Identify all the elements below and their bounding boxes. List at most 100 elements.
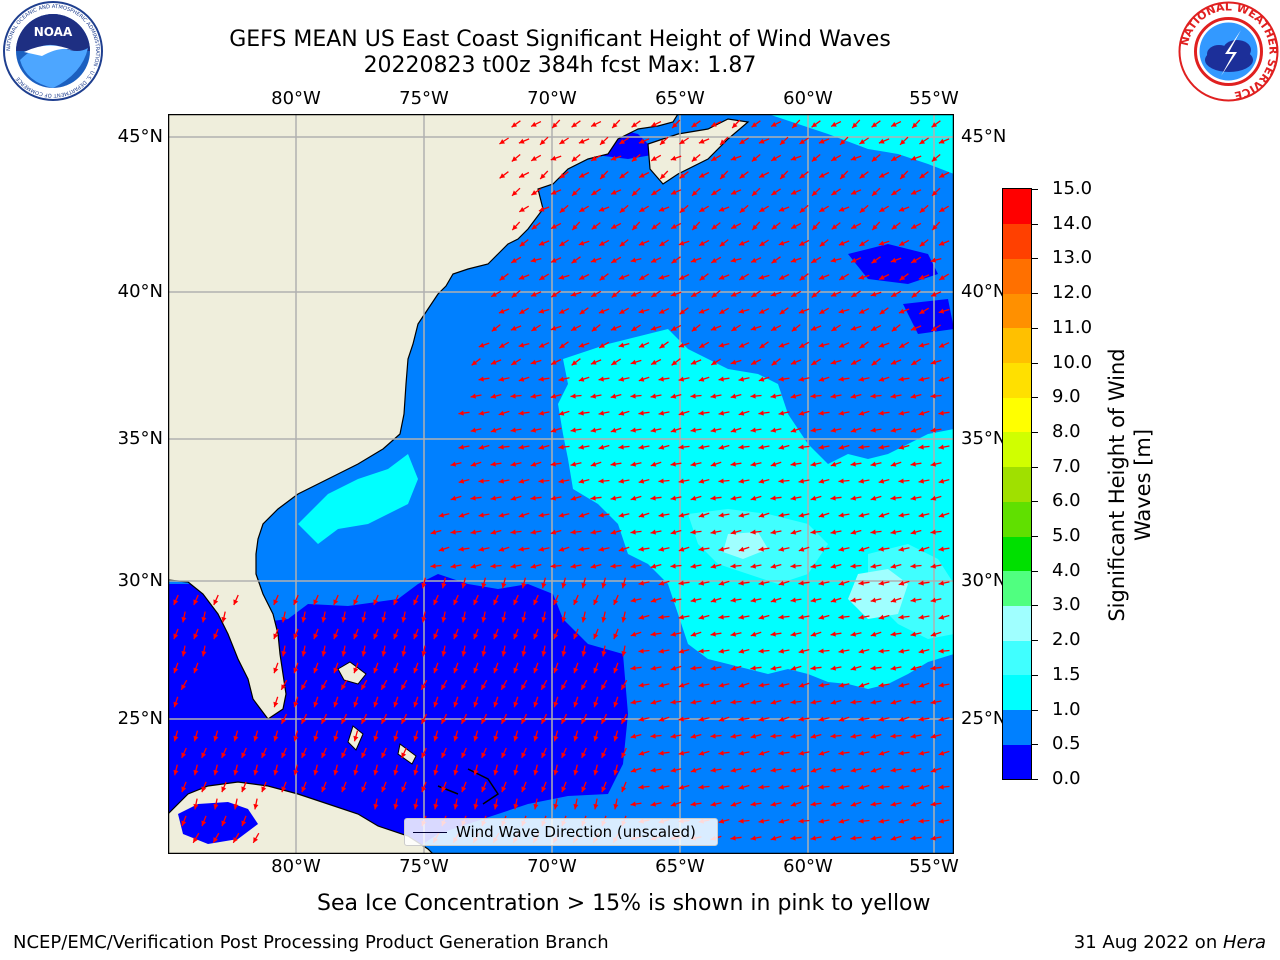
wave-direction-arrowhead [510,461,517,467]
wave-direction-arrowhead [293,701,299,708]
wave-direction-arrowhead [718,274,725,280]
wave-direction-arrowhead [671,325,677,331]
wind-wave-direction-arrows [173,119,950,844]
lat-tick-right: 45°N [961,126,1007,147]
wave-direction-arrowhead [619,139,625,144]
wave-direction-arrowhead [850,597,856,603]
wave-direction-arrowhead [871,360,878,366]
wave-direction-arrowhead [293,633,299,640]
colorbar-tick-mark [1032,536,1038,538]
wave-direction-arrowhead [551,223,557,229]
wave-direction-arrowhead [213,769,219,776]
wave-direction-arrowhead [581,718,587,724]
wave-direction-arrowhead [938,240,945,246]
wave-direction-arrowhead [639,207,645,212]
wave-direction-arrowhead [778,580,785,586]
wave-direction-arrowhead [710,665,717,671]
wave-direction-arrowhead [590,427,597,433]
wave-direction-arrowhead [698,478,705,484]
wave-direction-arrowhead [692,190,698,196]
wave-direction-arrowhead [630,393,636,399]
wave-direction-arrowhead [421,752,427,758]
wave-direction-arrowhead [618,342,625,348]
wave-direction-arrowhead [938,818,944,824]
wave-direction-arrowhead [470,529,476,535]
wave-direction-arrowhead [540,139,546,145]
wave-direction-arrowhead [738,648,745,654]
wave-direction-arrowhead [513,803,519,810]
wave-direction-arrowhead [718,546,725,552]
wave-direction-arrowhead [193,599,199,605]
wave-direction-arrowhead [730,801,737,807]
wave-direction-arrowhead [778,444,785,450]
wave-direction-arrowhead [650,563,657,569]
wave-direction-arrowhead [658,648,664,654]
wave-direction-arrowhead [253,769,259,776]
wave-direction-arrowhead [691,122,698,128]
wave-direction-arrowhead [540,173,546,179]
wave-direction-arrowhead [870,529,876,535]
wave-direction-arrowhead [650,699,657,705]
colorbar-segment [1003,189,1031,225]
colorbar-tick-mark [1032,362,1038,364]
wave-direction-arrowhead [221,616,227,623]
wave-direction-arrowhead [201,616,207,623]
wave-direction-arrowhead [830,665,837,671]
wave-direction-arrowhead [738,478,744,484]
wave-direction-arrowhead [690,257,697,263]
wave-direction-arrowhead [678,682,685,688]
wave-direction-arrowhead [558,444,564,450]
wave-direction-arrowhead [858,818,864,824]
wave-direction-arrowhead [541,786,547,793]
wave-direction-arrowhead [898,784,904,790]
wave-direction-arrowhead [771,360,778,366]
wave-direction-arrowhead [718,716,725,722]
wave-direction-arrowhead [898,308,905,314]
wave-direction-arrowhead [910,631,917,637]
lon-tick-top: 70°W [527,88,577,109]
wave-direction-arrowhead [373,667,379,674]
wave-direction-arrowhead [650,461,657,467]
wave-direction-arrowhead [790,597,796,603]
wave-direction-arrowhead [818,274,825,280]
wave-direction-arrowhead [541,752,547,758]
wave-direction-arrowhead [818,784,824,790]
wave-direction-arrowhead [433,633,439,640]
colorbar-segment [1003,744,1031,780]
wave-direction-arrowhead [750,597,757,603]
wave-direction-arrowhead [891,326,898,332]
wave-direction-arrowhead [361,752,367,758]
wave-direction-arrowhead [770,427,777,433]
wave-direction-arrowhead [301,752,307,758]
wave-direction-arrowhead [878,546,884,552]
wave-direction-arrowhead [890,631,896,637]
wave-direction-arrowhead [799,343,805,348]
wave-direction-arrowhead [561,718,567,724]
wave-direction-arrowhead [678,240,685,246]
wave-direction-arrowhead [281,718,287,724]
wave-direction-arrowhead [658,750,664,756]
colorbar-tick-label: 1.0 [1052,698,1081,720]
wave-direction-arrowhead [751,292,757,298]
wave-direction-arrowhead [838,376,844,382]
wave-direction-arrowhead [758,682,764,688]
wave-direction-arrowhead [910,597,916,603]
wave-direction-arrowhead [638,648,644,654]
wave-direction-arrowhead [918,444,924,450]
wave-direction-arrowhead [818,682,824,688]
wave-direction-arrowhead [750,699,756,705]
wave-direction-arrowhead [738,682,745,688]
wave-direction-arrowhead [710,529,716,535]
wave-direction-arrowhead [490,427,497,433]
wave-direction-arrowhead [710,733,716,739]
wave-direction-arrowhead [538,308,545,314]
colorbar-tick-label: 3.0 [1052,594,1081,616]
wave-direction-arrowhead [193,837,198,843]
wave-direction-arrowhead [759,172,765,178]
wave-direction-arrowhead [573,599,579,605]
wave-direction-arrowhead [730,427,737,433]
wave-direction-arrowhead [501,582,507,589]
wave-direction-arrowhead [670,631,677,637]
wave-direction-arrowhead [550,393,557,399]
wave-direction-arrowhead [630,529,636,535]
